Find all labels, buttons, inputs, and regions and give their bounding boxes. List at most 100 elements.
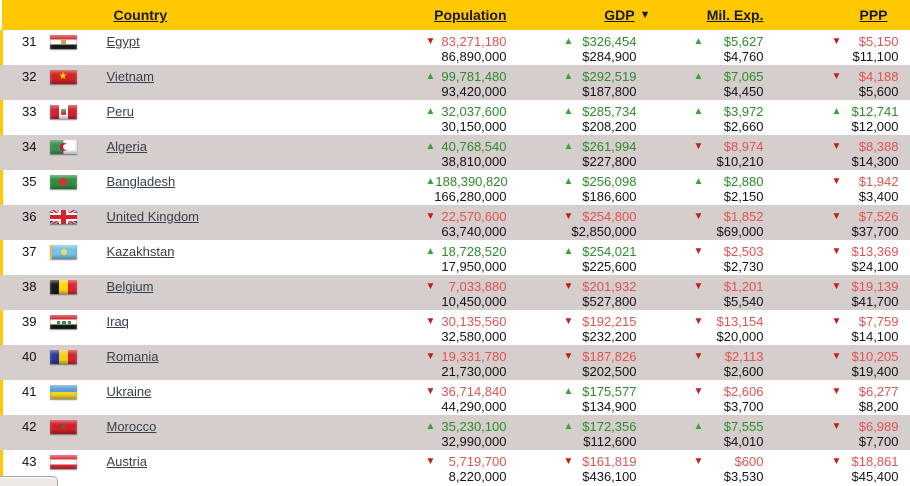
population-previous-value: 38,810,000 [441, 154, 507, 169]
gdp-previous-value: $112,600 [583, 434, 637, 449]
population-previous-value: 32,580,000 [441, 329, 507, 344]
gdp-previous-value: $208,200 [582, 119, 637, 134]
country-link[interactable]: Bangladesh [106, 174, 176, 189]
country-link[interactable]: Austria [106, 454, 147, 469]
population-current-value: 40,768,540 [441, 139, 507, 154]
population-current-value: 188,390,820 [435, 174, 508, 189]
population-previous-value: 63,740,000 [441, 224, 507, 239]
trend-up-icon: ▲ [563, 245, 574, 257]
population-current-value: 19,331,780 [441, 349, 507, 364]
ppp-previous-value: $5,600 [858, 84, 899, 99]
mil-exp-current-value: $8,974 [723, 139, 764, 154]
mil-exp-current-value: $2,503 [723, 244, 764, 259]
ppp-cell: ▼ $4,188 $5,600 [764, 65, 910, 100]
population-previous-value: 21,730,000 [441, 364, 507, 379]
bangladesh-flag-icon [49, 175, 77, 189]
trend-up-icon: ▲ [693, 420, 704, 432]
country-link[interactable]: Peru [106, 104, 134, 119]
population-previous-value: 166,280,000 [434, 189, 507, 204]
population-previous-value: 86,890,000 [441, 49, 507, 64]
trend-up-icon: ▲ [693, 35, 704, 47]
rank-value: 33 [0, 100, 48, 135]
country-link[interactable]: Belgium [106, 279, 154, 294]
table-row: 33 Peru ▲ 32,037,600 30,150,000 ▲ $285,73… [0, 100, 910, 135]
gdp-header-link[interactable]: GDP [604, 7, 635, 23]
population-cell: ▼ 22,570,600 63,740,000 [422, 205, 507, 240]
mil-exp-cell: ▼ $13,154 $20,000 [637, 310, 764, 345]
population-previous-value: 17,950,000 [441, 259, 507, 274]
mil-exp-previous-value: $2,660 [723, 119, 764, 134]
gdp-cell: ▲ $285,734 $208,200 [507, 100, 637, 135]
trend-down-icon: ▼ [693, 455, 704, 467]
trend-down-icon: ▼ [563, 315, 574, 327]
trend-down-icon: ▼ [831, 245, 842, 257]
trend-up-icon: ▲ [563, 420, 574, 432]
population-cell: ▲ 188,390,820 166,280,000 [422, 170, 508, 205]
mil-exp-previous-value: $2,730 [723, 259, 764, 274]
trend-up-icon: ▲ [425, 105, 436, 117]
table-row: 39 Iraq ▼ 30,135,560 32,580,000 ▼ $192,21… [0, 310, 910, 345]
trend-down-icon: ▼ [831, 210, 842, 222]
population-current-value: 22,570,600 [441, 209, 507, 224]
trend-down-icon: ▼ [425, 35, 436, 47]
gdp-cell: ▲ $261,994 $227,800 [507, 135, 637, 170]
population-previous-value: 44,290,000 [441, 399, 507, 414]
mil-exp-current-value: $1,201 [723, 279, 764, 294]
mil-exp-previous-value: $3,530 [723, 469, 764, 484]
population-cell: ▼ 36,714,840 44,290,000 [422, 380, 507, 415]
country-link[interactable]: Iraq [106, 314, 129, 329]
trend-down-icon: ▼ [425, 315, 436, 327]
trend-down-icon: ▼ [693, 280, 704, 292]
mil-exp-current-value: $7,065 [723, 69, 764, 84]
rank-value: 41 [0, 380, 48, 415]
population-header-link[interactable]: Population [434, 7, 507, 23]
trend-down-icon: ▼ [831, 385, 842, 397]
ppp-previous-value: $41,700 [851, 294, 899, 309]
austria-flag-icon [49, 455, 77, 469]
rank-value: 35 [0, 170, 48, 205]
country-header-link[interactable]: Country [113, 7, 168, 23]
country-link[interactable]: Ukraine [106, 384, 152, 399]
gdp-cell: ▲ $175,577 $134,900 [507, 380, 637, 415]
mil-exp-cell: ▼ $2,503 $2,730 [637, 240, 764, 275]
rank-value: 34 [0, 135, 48, 170]
rank-value: 36 [0, 205, 48, 240]
country-link[interactable]: Egypt [106, 34, 140, 49]
country-link[interactable]: Algeria [106, 139, 147, 154]
trend-down-icon: ▼ [425, 455, 436, 467]
ppp-current-value: $6,989 [858, 419, 899, 434]
ppp-header-link[interactable]: PPP [859, 7, 888, 23]
trend-up-icon: ▲ [563, 35, 574, 47]
population-current-value: 7,033,880 [448, 279, 507, 294]
population-current-value: 30,135,560 [441, 314, 507, 329]
country-link[interactable]: Morocco [106, 419, 157, 434]
country-link[interactable]: Romania [106, 349, 159, 364]
table-row: 40 Romania ▼ 19,331,780 21,730,000 ▼ $187… [0, 345, 910, 380]
gdp-cell: ▲ $292,519 $187,800 [507, 65, 637, 100]
ppp-cell: ▼ $18,861 $45,400 [764, 450, 910, 485]
trend-down-icon: ▼ [563, 455, 574, 467]
ukraine-flag-icon [49, 385, 77, 399]
gdp-previous-value: $187,800 [582, 84, 637, 99]
trend-up-icon: ▲ [693, 175, 704, 187]
gdp-current-value: $175,577 [582, 384, 637, 399]
trend-down-icon: ▼ [693, 210, 704, 222]
trend-down-icon: ▼ [693, 315, 704, 327]
population-column-header: Population [421, 0, 507, 30]
country-link[interactable]: Vietnam [106, 69, 154, 84]
mil-exp-current-value: $2,880 [723, 174, 764, 189]
mil-exp-header-link[interactable]: Mil. Exp. [706, 7, 764, 23]
country-link[interactable]: Kazakhstan [106, 244, 175, 259]
gdp-previous-value: $232,200 [582, 329, 637, 344]
country-link[interactable]: United Kingdom [106, 209, 200, 224]
population-cell: ▼ 5,719,700 8,220,000 [422, 450, 507, 485]
gdp-previous-value: $2,850,000 [571, 224, 637, 239]
gdp-current-value: $285,734 [582, 104, 637, 119]
population-cell: ▲ 32,037,600 30,150,000 [422, 100, 507, 135]
population-cell: ▼ 19,331,780 21,730,000 [422, 345, 507, 380]
ppp-current-value: $7,526 [858, 209, 899, 224]
country-column-header: Country [106, 0, 422, 30]
trend-down-icon: ▼ [831, 175, 842, 187]
table-row: 32 Vietnam ▲ 99,781,480 93,420,000 ▲ $292… [0, 65, 910, 100]
